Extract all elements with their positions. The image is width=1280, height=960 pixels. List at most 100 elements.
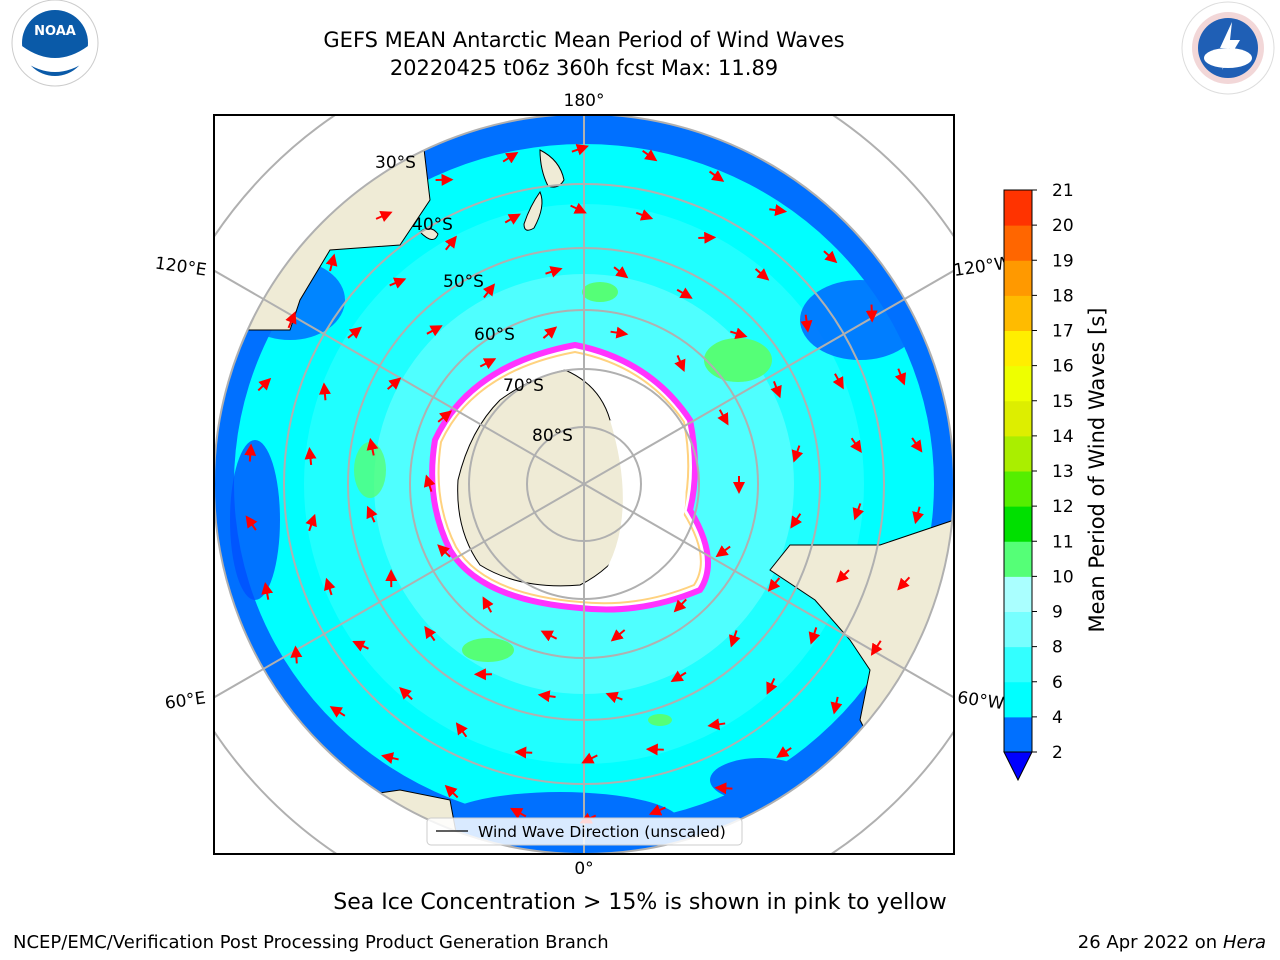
- wind-wave-arrow: [389, 277, 407, 289]
- colorbar-segment: [1004, 190, 1032, 226]
- wind-wave-arrow: [698, 231, 717, 244]
- wind-wave-arrow: [832, 373, 844, 390]
- colorbar-segment: [1004, 716, 1032, 753]
- wind-wave-arrow: [754, 268, 770, 281]
- wind-wave-arrow: [502, 151, 519, 164]
- wind-wave-arrow: [648, 804, 666, 816]
- wind-wave-arrow: [790, 513, 802, 529]
- colorbar-segment: [1004, 611, 1032, 648]
- wind-wave-arrow: [325, 253, 338, 272]
- wind-wave-arrow: [670, 670, 687, 683]
- colorbar-segment: [1004, 295, 1032, 331]
- wind-wave-arrow: [570, 202, 587, 214]
- wind-wave-arrow: [808, 627, 821, 645]
- wind-wave-arrow: [571, 144, 589, 156]
- wind-wave-arrow: [329, 706, 346, 718]
- wind-wave-arrow: [823, 250, 838, 264]
- colorbar-extend-triangle: [1003, 751, 1033, 782]
- wind-wave-arrow: [318, 382, 331, 401]
- wind-wave-arrow: [381, 752, 399, 764]
- colorbar-tick-label: 10: [1052, 567, 1074, 587]
- graticule: [214, 115, 954, 854]
- wind-wave-arrow: [324, 577, 336, 596]
- colorbar-segment: [1004, 471, 1032, 507]
- colorbar-tick-label: 15: [1052, 392, 1074, 412]
- chart-subtitle: 20220425 t06z 360h fcst Max: 11.89: [389, 56, 779, 80]
- map-frame: [213, 114, 955, 855]
- colorbar-tick-label: 2: [1052, 743, 1063, 763]
- noaa-logo-text: NOAA: [34, 24, 76, 39]
- wind-wave-arrow: [285, 311, 297, 329]
- wind-wave-arrow: [305, 513, 317, 532]
- wind-wave-arrow: [642, 149, 658, 162]
- colorbar-tick-label: 6: [1052, 673, 1063, 693]
- wind-wave-arrow: [673, 598, 687, 613]
- colorbar-segment: [1004, 400, 1032, 437]
- map-area: 30°S 40°S 50°S 60°S 70°S 80°S Wind Wave …: [214, 115, 954, 854]
- colorbar-segment: [1004, 506, 1032, 542]
- wind-wave-arrow: [610, 629, 626, 642]
- wind-wave-arrow: [767, 577, 781, 592]
- wind-wave-arrow: [424, 625, 437, 642]
- wind-wave-arrow: [304, 447, 317, 466]
- colorbar-tick-label: 19: [1052, 251, 1074, 271]
- wind-wave-arrow: [545, 266, 563, 278]
- nws-logo: [1181, 1, 1275, 95]
- wind-wave-arrow: [482, 596, 494, 613]
- colorbar-tick-label: 13: [1052, 462, 1074, 482]
- wind-wave-arrow: [852, 503, 864, 521]
- wind-wave-arrow: [504, 213, 521, 225]
- wind-wave-arrow: [730, 327, 748, 340]
- colorbar-tick-label: 18: [1052, 286, 1074, 306]
- wind-wave-arrow: [674, 355, 686, 373]
- colorbar-tick-label: 17: [1052, 322, 1074, 342]
- wind-wave-arrows: [244, 144, 924, 824]
- wind-wave-arrow: [894, 368, 907, 386]
- wind-wave-arrow: [542, 326, 558, 339]
- wind-wave-arrow: [610, 326, 629, 339]
- colorbar: 2 4 6 8 9 10 11 12 13 14 15 16 17 18 19 20 21: [1003, 181, 1074, 782]
- wind-wave-arrow: [714, 782, 733, 795]
- colorbar-segment: [1004, 576, 1032, 612]
- wind-wave-arrow: [776, 746, 792, 758]
- footer-date: 26 Apr 2022 on Hera: [1078, 932, 1266, 953]
- wind-wave-arrow: [850, 437, 862, 453]
- wind-wave-arrow: [290, 645, 303, 664]
- colorbar-segment: [1004, 646, 1032, 683]
- wind-wave-arrow: [635, 209, 654, 221]
- wind-wave-arrow: [514, 746, 533, 759]
- wind-wave-arrow: [366, 505, 378, 523]
- wind-wave-arrow: [540, 630, 558, 642]
- wind-wave-arrow: [366, 437, 379, 456]
- colorbar-tick-label: 11: [1052, 532, 1074, 552]
- lat-label-40s: 40°S: [412, 215, 453, 235]
- lon-label-180: 180°: [564, 91, 605, 111]
- wind-wave-arrow: [352, 640, 369, 652]
- wind-wave-arrow: [676, 287, 693, 299]
- colorbar-label: Mean Period of Wind Waves [s]: [1085, 308, 1109, 633]
- colorbar-segment: [1004, 435, 1032, 472]
- wind-wave-arrow: [728, 630, 741, 648]
- wind-wave-arrow: [707, 718, 726, 731]
- wind-wave-arrow: [437, 410, 453, 423]
- lat-label-80s: 80°S: [532, 426, 573, 446]
- colorbar-segment: [1004, 365, 1032, 402]
- lon-label-0: 0°: [574, 859, 593, 879]
- wind-wave-arrow: [509, 807, 527, 819]
- wind-wave-arrow: [769, 204, 788, 216]
- noaa-logo: NOAA: [11, 0, 99, 87]
- lat-label-70s: 70°S: [503, 376, 544, 396]
- wind-wave-arrow: [613, 266, 629, 279]
- wind-wave-arrow: [455, 722, 468, 738]
- wind-wave-arrow: [770, 381, 782, 399]
- wind-wave-arrow: [437, 544, 451, 558]
- lon-label-120e: 120°E: [154, 254, 208, 281]
- wind-wave-arrow: [897, 576, 911, 591]
- colorbar-tick-label: 9: [1052, 603, 1063, 623]
- wind-wave-arrow: [347, 326, 363, 339]
- wind-wave-arrow: [800, 314, 813, 333]
- lat-label-60s: 60°S: [474, 325, 515, 345]
- wind-wave-arrow: [426, 325, 443, 337]
- colorbar-tick-label: 21: [1052, 181, 1074, 201]
- wind-wave-arrow: [766, 678, 778, 695]
